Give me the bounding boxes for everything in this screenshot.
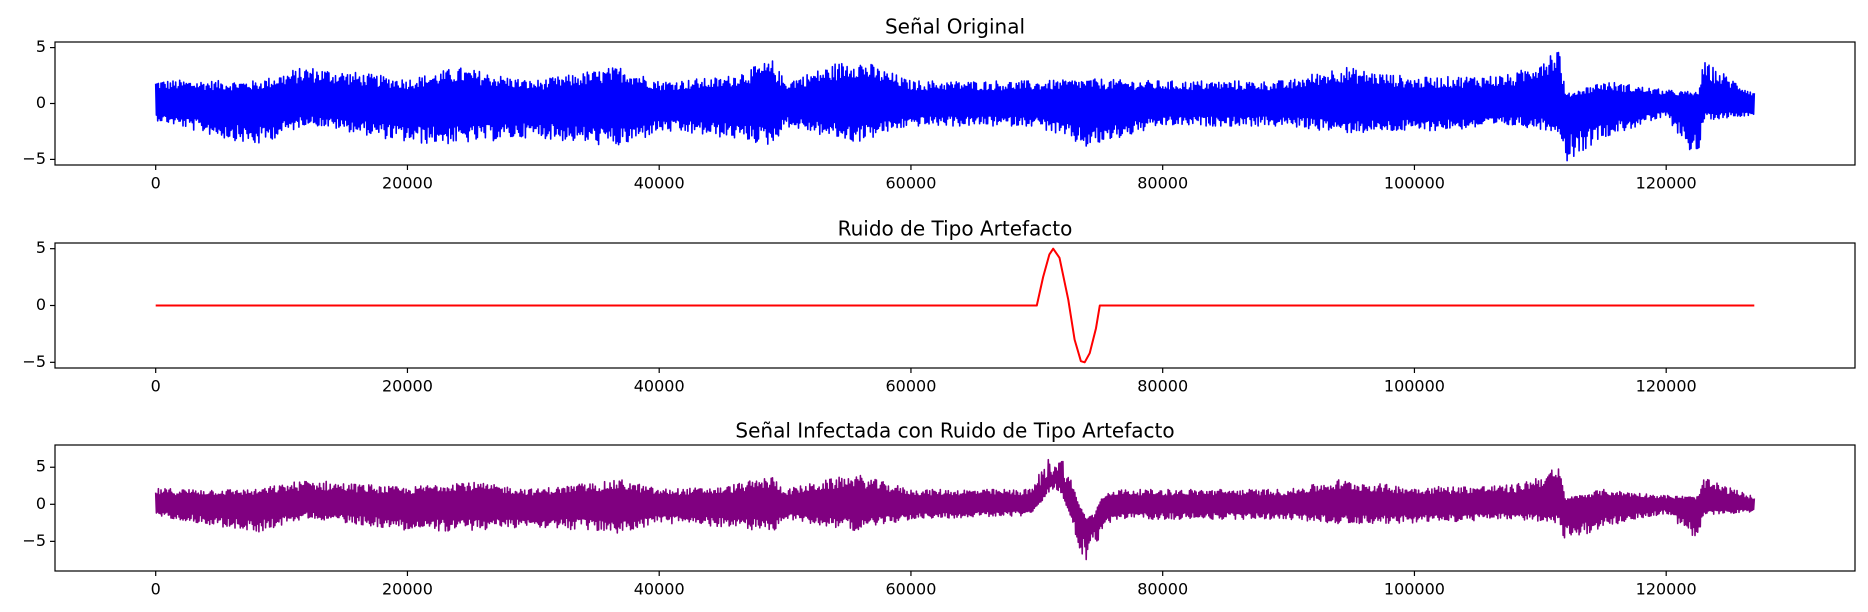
y-tick-label: −5 bbox=[22, 531, 46, 550]
series-line-1 bbox=[154, 51, 1756, 162]
x-tick-label: 80000 bbox=[1137, 174, 1188, 193]
x-tick-label: 40000 bbox=[634, 174, 685, 193]
y-tick-label: 5 bbox=[36, 457, 46, 476]
x-tick-label: 80000 bbox=[1137, 377, 1188, 396]
chart-title: Señal Original bbox=[885, 15, 1025, 39]
x-tick-label: 0 bbox=[151, 174, 161, 193]
x-tick-label: 60000 bbox=[885, 377, 936, 396]
x-tick-label: 100000 bbox=[1384, 580, 1445, 599]
subplot-1: Señal Original 0 20000 40000 60000 80000 10000… bbox=[22, 15, 1856, 193]
subplot-2: Ruido de Tipo Artefacto 0 20000 40000 60000 8… bbox=[22, 217, 1856, 396]
y-tick-label: 5 bbox=[36, 37, 46, 56]
x-tick-label: 120000 bbox=[1636, 377, 1697, 396]
y-tick-label: 0 bbox=[36, 494, 46, 513]
x-tick-label: 60000 bbox=[885, 580, 936, 599]
y-tick-label: 0 bbox=[36, 295, 46, 314]
x-tick-label: 120000 bbox=[1636, 174, 1697, 193]
y-tick-label: −5 bbox=[22, 149, 46, 168]
series-line-1 bbox=[154, 458, 1756, 561]
x-tick-label: 40000 bbox=[634, 580, 685, 599]
x-tick-label: 100000 bbox=[1384, 377, 1445, 396]
x-tick-label: 80000 bbox=[1137, 580, 1188, 599]
chart-title: Ruido de Tipo Artefacto bbox=[838, 217, 1073, 241]
x-tick-label: 60000 bbox=[885, 174, 936, 193]
x-tick-label: 120000 bbox=[1636, 580, 1697, 599]
y-tick-label: 0 bbox=[36, 93, 46, 112]
y-tick-label: −5 bbox=[22, 352, 46, 371]
x-tick-label: 100000 bbox=[1384, 174, 1445, 193]
subplot-3: Señal Infectada con Ruido de Tipo Artefa… bbox=[22, 419, 1856, 599]
y-tick-label: 5 bbox=[36, 238, 46, 257]
x-tick-label: 20000 bbox=[382, 174, 433, 193]
x-tick-label: 20000 bbox=[382, 580, 433, 599]
x-tick-label: 40000 bbox=[634, 377, 685, 396]
x-tick-label: 0 bbox=[151, 377, 161, 396]
axes-frame bbox=[54, 444, 1856, 572]
chart-title: Señal Infectada con Ruido de Tipo Artefa… bbox=[735, 419, 1174, 443]
series-line-1 bbox=[155, 247, 1755, 364]
x-tick-label: 20000 bbox=[382, 377, 433, 396]
x-tick-label: 0 bbox=[151, 580, 161, 599]
